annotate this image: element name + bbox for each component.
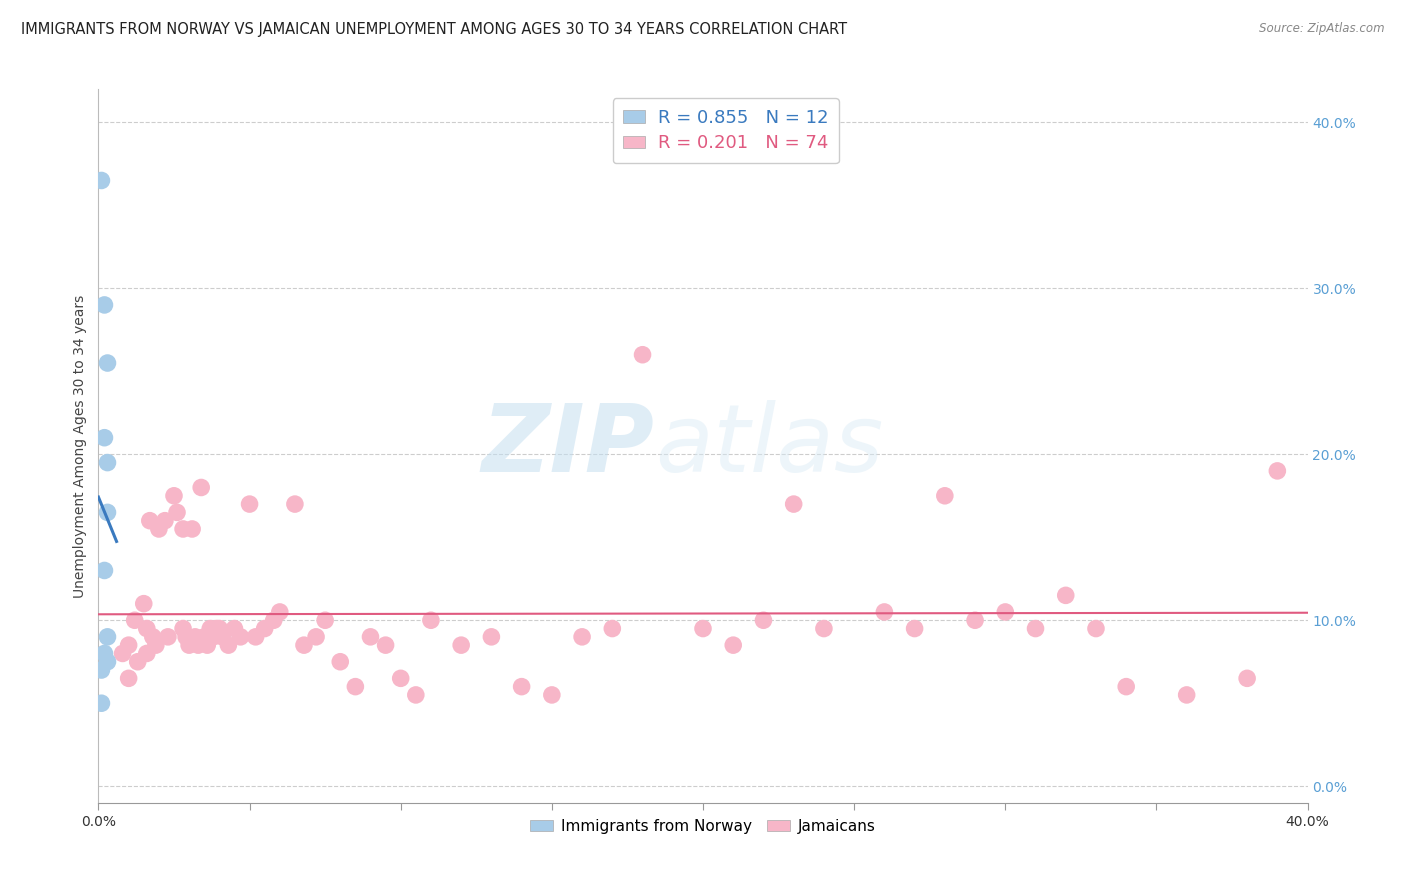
Point <box>450 638 472 652</box>
Point <box>1054 588 1077 602</box>
Point <box>229 630 252 644</box>
Point <box>314 613 336 627</box>
Point <box>156 630 179 644</box>
Point <box>96 505 118 519</box>
Point <box>692 622 714 636</box>
Point <box>118 638 141 652</box>
Point <box>1024 622 1046 636</box>
Text: IMMIGRANTS FROM NORWAY VS JAMAICAN UNEMPLOYMENT AMONG AGES 30 TO 34 YEARS CORREL: IMMIGRANTS FROM NORWAY VS JAMAICAN UNEMP… <box>21 22 848 37</box>
Point <box>602 622 624 636</box>
Point <box>224 622 246 636</box>
Point <box>184 630 207 644</box>
Point <box>118 671 141 685</box>
Point <box>172 522 194 536</box>
Point <box>90 173 112 187</box>
Point <box>360 630 382 644</box>
Legend: Immigrants from Norway, Jamaicans: Immigrants from Norway, Jamaicans <box>523 811 883 841</box>
Point <box>132 597 155 611</box>
Point <box>994 605 1017 619</box>
Point <box>96 456 118 470</box>
Text: ZIP: ZIP <box>482 400 655 492</box>
Point <box>292 638 315 652</box>
Point <box>239 497 262 511</box>
Point <box>195 638 218 652</box>
Point <box>329 655 352 669</box>
Point <box>510 680 533 694</box>
Point <box>1175 688 1198 702</box>
Point <box>139 514 162 528</box>
Point <box>111 647 134 661</box>
Point <box>172 622 194 636</box>
Point <box>269 605 291 619</box>
Point <box>631 348 654 362</box>
Point <box>217 638 239 652</box>
Point <box>481 630 503 644</box>
Point <box>783 497 806 511</box>
Point <box>93 298 115 312</box>
Point <box>127 655 149 669</box>
Y-axis label: Unemployment Among Ages 30 to 34 years: Unemployment Among Ages 30 to 34 years <box>73 294 87 598</box>
Point <box>90 663 112 677</box>
Point <box>873 605 896 619</box>
Point <box>96 630 118 644</box>
Point <box>148 522 170 536</box>
Point <box>253 622 276 636</box>
Point <box>145 638 167 652</box>
Point <box>202 630 225 644</box>
Point <box>540 688 562 702</box>
Point <box>934 489 956 503</box>
Point <box>752 613 775 627</box>
Point <box>208 622 231 636</box>
Point <box>245 630 267 644</box>
Point <box>193 630 215 644</box>
Point <box>190 481 212 495</box>
Point <box>200 622 222 636</box>
Point <box>163 489 186 503</box>
Point <box>153 514 176 528</box>
Point <box>1267 464 1289 478</box>
Point <box>1115 680 1137 694</box>
Point <box>135 622 157 636</box>
Point <box>96 356 118 370</box>
Point <box>904 622 927 636</box>
Text: atlas: atlas <box>655 401 883 491</box>
Point <box>93 647 115 661</box>
Point <box>344 680 367 694</box>
Point <box>813 622 835 636</box>
Point <box>187 638 209 652</box>
Point <box>181 522 204 536</box>
Point <box>723 638 745 652</box>
Text: Source: ZipAtlas.com: Source: ZipAtlas.com <box>1260 22 1385 36</box>
Point <box>389 671 412 685</box>
Point <box>211 630 233 644</box>
Point <box>124 613 146 627</box>
Point <box>174 630 197 644</box>
Point <box>965 613 987 627</box>
Point <box>420 613 443 627</box>
Point <box>93 564 115 578</box>
Point <box>205 622 228 636</box>
Point <box>90 696 112 710</box>
Point <box>405 688 427 702</box>
Point <box>571 630 593 644</box>
Point <box>96 655 118 669</box>
Point <box>179 638 201 652</box>
Point <box>284 497 307 511</box>
Point <box>93 431 115 445</box>
Point <box>142 630 165 644</box>
Point <box>166 505 188 519</box>
Point <box>305 630 328 644</box>
Point <box>374 638 396 652</box>
Point <box>135 647 157 661</box>
Point <box>263 613 285 627</box>
Point <box>1236 671 1258 685</box>
Point <box>1085 622 1108 636</box>
